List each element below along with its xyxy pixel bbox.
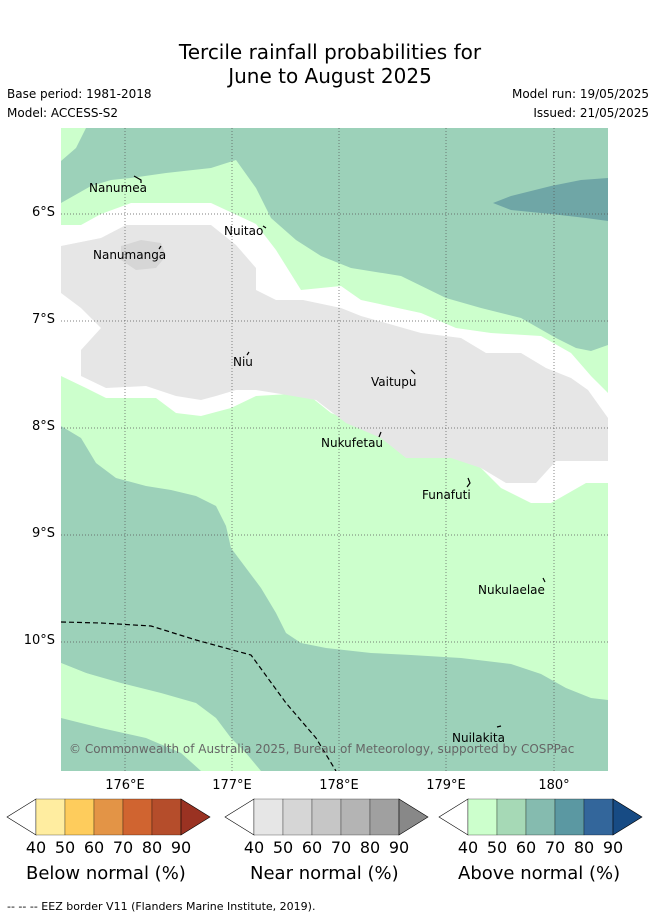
colorbars (6, 798, 643, 836)
place-nuitao: Nuitao (224, 224, 264, 238)
colorbar-below (6, 798, 211, 836)
near-normal-40-50-region (61, 225, 608, 483)
place-funafuti: Funafuti (422, 488, 471, 502)
colorbar-tick-label: 40 (25, 838, 47, 857)
colorbar-cell (311, 798, 342, 836)
place-nukulaelae: Nukulaelae (478, 583, 545, 597)
lat-label-10s: 10°S (23, 633, 55, 648)
colorbar-extend-high (612, 798, 643, 836)
above-60-70-region-southwest (61, 718, 201, 771)
lat-label-8s: 8°S (31, 419, 55, 434)
probability-map (61, 128, 608, 771)
colorbar-cell (340, 798, 371, 836)
colorbar-cell (554, 798, 585, 836)
above-60-70-region-north (61, 128, 608, 351)
lon-label-176e: 176°E (105, 778, 145, 793)
colorbar-tick-label: 80 (141, 838, 163, 857)
eez-footnote: -- -- -- EEZ border V11 (Flanders Marine… (7, 900, 316, 913)
above-70-80-region (493, 178, 608, 221)
colorbar-tick-label: 60 (515, 838, 537, 857)
legend-caption-below: Below normal (%) (26, 863, 186, 884)
colorbar-cell (525, 798, 556, 836)
graticule (61, 128, 608, 771)
lat-label-6s: 6°S (31, 205, 55, 220)
lon-label-180: 180° (538, 778, 570, 793)
place-nuilakita: Nuilakita (452, 731, 505, 745)
lat-label-9s: 9°S (31, 526, 55, 541)
colorbar-near (224, 798, 429, 836)
colorbar-cell (496, 798, 527, 836)
colorbar-cell (64, 798, 95, 836)
colorbar-tick-label: 90 (388, 838, 410, 857)
colorbar-tick-label: 50 (486, 838, 508, 857)
above-60-70-region-south (61, 426, 608, 771)
colorbar-cell (253, 798, 284, 836)
lat-label-7s: 7°S (31, 312, 55, 327)
lon-label-179e: 179°E (426, 778, 466, 793)
legend-caption-near: Near normal (%) (250, 863, 399, 884)
colorbar-tick-label: 60 (301, 838, 323, 857)
colorbar-tick-label: 90 (602, 838, 624, 857)
colorbar-tick-label: 40 (457, 838, 479, 857)
model-run: Model run: 19/05/2025 (511, 87, 649, 101)
place-vaitupu: Vaitupu (371, 375, 417, 389)
colorbar-above (438, 798, 643, 836)
place-nanumea: Nanumea (89, 181, 147, 195)
place-nukufetau: Nukufetau (321, 436, 384, 450)
copyright-notice: © Commonwealth of Australia 2025, Bureau… (69, 742, 575, 756)
eez-border (61, 621, 337, 771)
colorbar-extend-low (6, 798, 37, 836)
colorbar-cell (282, 798, 313, 836)
colorbar-tick-label: 80 (359, 838, 381, 857)
colorbar-tick-label: 90 (170, 838, 192, 857)
colorbar-cell (93, 798, 124, 836)
colorbar-cell (467, 798, 498, 836)
colorbar-extend-high (398, 798, 429, 836)
map-title: Tercile rainfall probabilities for June … (0, 40, 655, 88)
colorbar-extend-low (438, 798, 469, 836)
issued-date: Issued: 21/05/2025 (533, 106, 649, 120)
place-niu: Niu (233, 355, 253, 369)
place-nanumanga: Nanumanga (93, 248, 167, 262)
legend-caption-above: Above normal (%) (458, 863, 621, 884)
colorbar-cell (583, 798, 614, 836)
colorbar-tick-label: 60 (83, 838, 105, 857)
colorbar-tick-label: 70 (330, 838, 352, 857)
title-line-2: June to August 2025 (228, 64, 432, 88)
colorbar-tick-label: 50 (272, 838, 294, 857)
colorbar-cell (122, 798, 153, 836)
near-normal-50-60-patch (121, 240, 166, 270)
island-marks (133, 175, 546, 728)
colorbar-tick-label: 70 (544, 838, 566, 857)
colorbar-tick-label: 70 (112, 838, 134, 857)
colorbar-tick-label: 50 (54, 838, 76, 857)
colorbar-cell (151, 798, 182, 836)
colorbar-cell (369, 798, 400, 836)
colorbar-extend-low (224, 798, 255, 836)
lon-label-177e: 177°E (212, 778, 252, 793)
lon-label-178e: 178°E (319, 778, 359, 793)
colorbar-cell (35, 798, 66, 836)
colorbar-extend-high (180, 798, 211, 836)
base-period: Base period: 1981-2018 (7, 87, 152, 101)
model-name: Model: ACCESS-S2 (7, 106, 119, 120)
title-line-1: Tercile rainfall probabilities for (178, 40, 482, 64)
colorbar-tick-label: 80 (573, 838, 595, 857)
colorbar-tick-label: 40 (243, 838, 265, 857)
